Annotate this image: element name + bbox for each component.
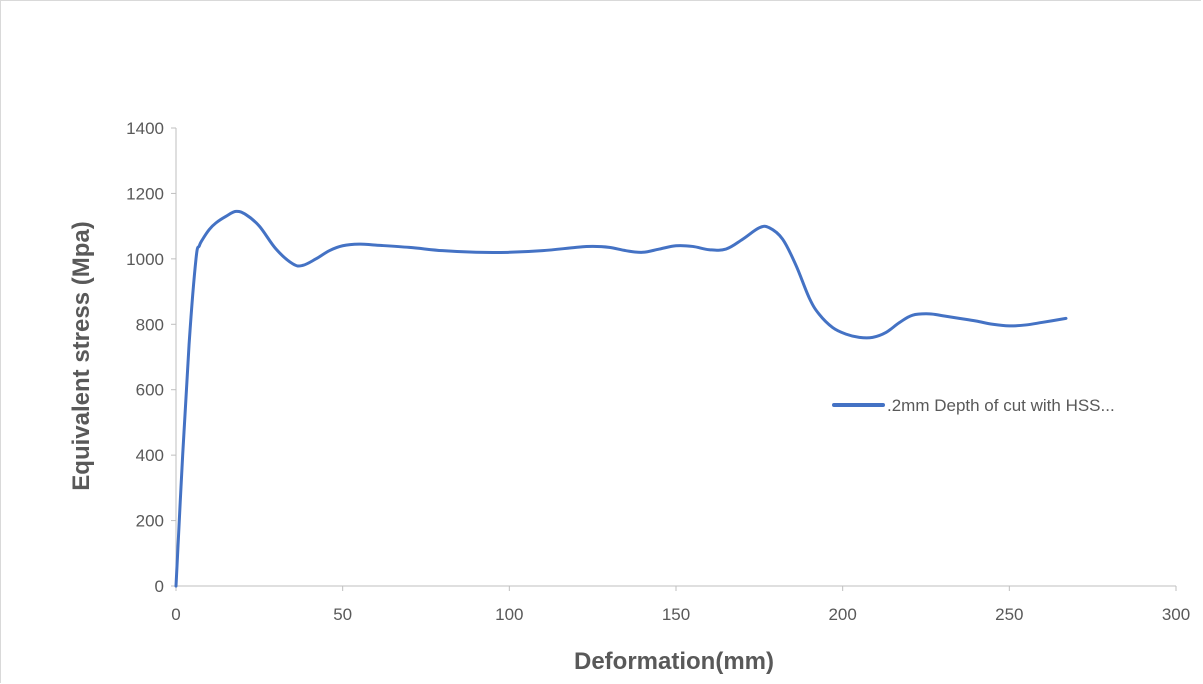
x-tick-label: 100 (495, 605, 523, 624)
y-tick-label: 600 (136, 381, 164, 400)
series-group (174, 209, 1068, 588)
x-tick-label: 150 (662, 605, 690, 624)
x-tick-label: 300 (1162, 605, 1190, 624)
x-tick-label: 250 (995, 605, 1023, 624)
x-axis: 0 50 100 150 200 250 300 (171, 585, 1190, 624)
y-tick-label: 800 (136, 315, 164, 334)
x-axis-title: Deformation(mm) (574, 648, 774, 675)
y-tick-label: 1000 (126, 250, 164, 269)
x-tick-label: 200 (828, 605, 856, 624)
x-tick-label: 0 (171, 605, 180, 624)
y-axis-title: Equivalent stress (Mpa) (68, 221, 95, 490)
y-tick-label: 0 (155, 577, 164, 596)
y-tick-label: 1200 (126, 184, 164, 203)
y-tick-label: 1400 (126, 119, 164, 138)
legend: .2mm Depth of cut with HSS... (832, 396, 1115, 415)
series-line-0 (174, 209, 1068, 588)
x-tick-label: 50 (333, 605, 352, 624)
y-tick-label: 400 (136, 446, 164, 465)
y-axis: 0 200 400 600 800 1000 1200 1400 (126, 119, 177, 596)
legend-label: .2mm Depth of cut with HSS... (887, 396, 1115, 415)
y-tick-label: 200 (136, 512, 164, 531)
